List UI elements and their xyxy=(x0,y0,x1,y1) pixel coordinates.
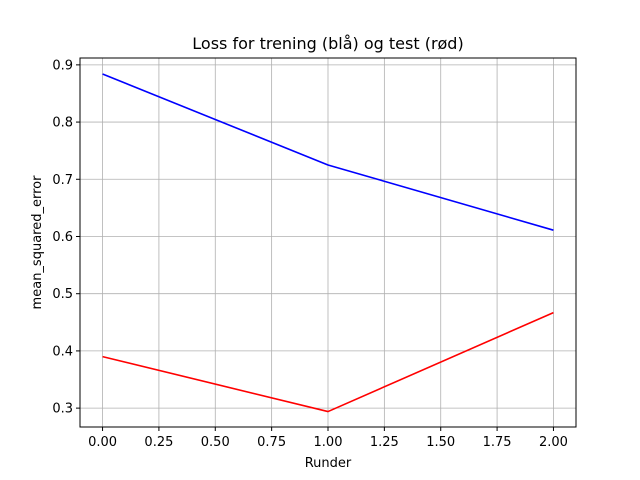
series-line-0 xyxy=(102,73,554,231)
y-tick-label: 0.7 xyxy=(52,173,73,188)
y-tick-label: 0.9 xyxy=(52,58,73,73)
x-tick-label: 0.75 xyxy=(257,435,286,450)
x-tick-label: 1.75 xyxy=(483,435,512,450)
x-tick-label: 0.00 xyxy=(88,435,117,450)
y-axis-label: mean_squared_error xyxy=(30,175,45,310)
x-axis-ticks: 0.00 0.25 0.50 0.75 1.00 1.25 1.50 1.75 2.00 xyxy=(88,427,568,450)
x-tick-label: 0.50 xyxy=(201,435,230,450)
x-tick-label: 1.50 xyxy=(426,435,455,450)
x-tick-label: 0.25 xyxy=(144,435,173,450)
y-tick-label: 0.6 xyxy=(52,230,73,245)
y-tick-label: 0.8 xyxy=(52,116,73,131)
y-axis-ticks: 0.3 0.4 0.5 0.6 0.7 0.8 0.9 xyxy=(52,58,80,417)
series-layer xyxy=(102,73,554,413)
x-axis-label: Runder xyxy=(305,456,352,471)
chart-title: Loss for trening (blå) og test (rød) xyxy=(192,34,463,53)
series-line-1 xyxy=(102,311,554,413)
y-tick-label: 0.5 xyxy=(52,287,73,302)
y-tick-label: 0.4 xyxy=(52,344,73,359)
x-tick-label: 1.00 xyxy=(314,435,343,450)
x-tick-label: 2.00 xyxy=(539,435,568,450)
x-tick-label: 1.25 xyxy=(370,435,399,450)
y-tick-label: 0.3 xyxy=(52,402,73,417)
